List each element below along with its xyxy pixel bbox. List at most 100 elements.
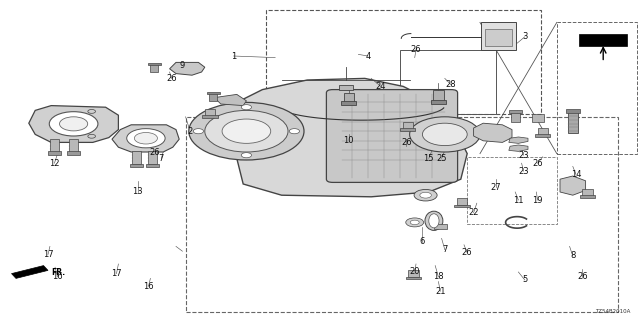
Text: 3: 3 xyxy=(522,32,527,41)
Circle shape xyxy=(189,102,304,160)
Polygon shape xyxy=(509,137,528,143)
Bar xyxy=(509,110,522,113)
Bar xyxy=(50,139,59,152)
Text: 12: 12 xyxy=(49,159,60,168)
Text: 26: 26 xyxy=(166,74,177,83)
Ellipse shape xyxy=(429,214,439,228)
Bar xyxy=(457,198,467,205)
Bar xyxy=(579,34,627,46)
FancyBboxPatch shape xyxy=(326,90,458,182)
Bar xyxy=(67,151,80,155)
Text: 4: 4 xyxy=(365,52,371,60)
Bar xyxy=(69,139,78,152)
Text: 24: 24 xyxy=(376,82,386,91)
Circle shape xyxy=(241,105,252,110)
Text: 7: 7 xyxy=(442,245,447,254)
Polygon shape xyxy=(230,78,467,197)
Bar xyxy=(209,93,217,101)
Circle shape xyxy=(410,117,480,152)
Text: 25: 25 xyxy=(436,154,447,163)
Bar xyxy=(207,92,220,94)
Text: 18: 18 xyxy=(433,272,444,281)
Bar xyxy=(266,10,541,114)
Circle shape xyxy=(88,134,95,138)
Text: 26: 26 xyxy=(462,248,472,257)
Text: 20: 20 xyxy=(410,268,420,276)
Polygon shape xyxy=(474,123,512,142)
Text: 7: 7 xyxy=(159,154,164,163)
Polygon shape xyxy=(170,62,205,75)
Text: 26: 26 xyxy=(577,272,588,281)
Bar xyxy=(130,164,143,167)
Circle shape xyxy=(205,110,288,152)
Bar xyxy=(566,109,580,113)
Text: 16: 16 xyxy=(52,272,63,281)
Bar xyxy=(580,195,595,198)
Text: FR.: FR. xyxy=(51,268,65,277)
Circle shape xyxy=(193,129,204,134)
Ellipse shape xyxy=(425,211,443,230)
Text: 16: 16 xyxy=(143,282,154,291)
Bar xyxy=(403,122,413,129)
Bar xyxy=(339,85,353,90)
Text: 5: 5 xyxy=(522,276,527,284)
Text: 19: 19 xyxy=(532,196,543,204)
Circle shape xyxy=(422,123,467,146)
Text: 23: 23 xyxy=(518,167,529,176)
Text: 26: 26 xyxy=(150,148,160,156)
Circle shape xyxy=(289,129,300,134)
Circle shape xyxy=(49,112,98,136)
Bar xyxy=(431,100,446,104)
Bar xyxy=(467,157,557,224)
Circle shape xyxy=(241,153,252,158)
Polygon shape xyxy=(560,176,586,195)
Bar xyxy=(406,277,421,279)
Circle shape xyxy=(60,117,88,131)
Text: 26: 26 xyxy=(532,159,543,168)
Bar xyxy=(582,189,593,196)
Bar xyxy=(202,115,218,118)
Bar xyxy=(146,164,159,167)
Text: 23: 23 xyxy=(518,151,529,160)
Circle shape xyxy=(222,119,271,143)
Text: 1: 1 xyxy=(231,52,236,60)
Polygon shape xyxy=(112,125,179,152)
Text: 2: 2 xyxy=(188,127,193,136)
Bar xyxy=(535,134,550,137)
Text: B-48: B-48 xyxy=(593,26,613,35)
Text: 10: 10 xyxy=(344,136,354,145)
Circle shape xyxy=(134,132,157,144)
Text: 26: 26 xyxy=(401,138,412,147)
Polygon shape xyxy=(214,94,246,106)
Bar xyxy=(408,270,419,277)
Polygon shape xyxy=(12,266,48,278)
Bar xyxy=(454,205,470,207)
Text: 27: 27 xyxy=(491,183,501,192)
Bar xyxy=(150,64,158,72)
Circle shape xyxy=(406,218,424,227)
Bar xyxy=(48,151,61,155)
Bar xyxy=(186,117,618,312)
Text: 8: 8 xyxy=(570,252,575,260)
Text: 14: 14 xyxy=(571,170,581,179)
Bar xyxy=(341,101,356,105)
Circle shape xyxy=(88,109,95,113)
Text: 22: 22 xyxy=(468,208,479,217)
Circle shape xyxy=(420,192,431,198)
Text: 11: 11 xyxy=(513,196,524,204)
Bar xyxy=(132,151,141,164)
Bar xyxy=(481,22,516,50)
Circle shape xyxy=(414,189,437,201)
Circle shape xyxy=(127,129,165,148)
Bar xyxy=(433,90,444,101)
Bar xyxy=(205,109,215,116)
Text: 6: 6 xyxy=(420,237,425,246)
Bar xyxy=(568,112,578,133)
Text: 15: 15 xyxy=(424,154,434,163)
Polygon shape xyxy=(29,106,118,142)
Text: 28: 28 xyxy=(446,80,456,89)
Bar xyxy=(148,151,157,164)
Bar xyxy=(400,128,415,131)
Bar xyxy=(511,112,520,122)
Text: 9: 9 xyxy=(180,61,185,70)
